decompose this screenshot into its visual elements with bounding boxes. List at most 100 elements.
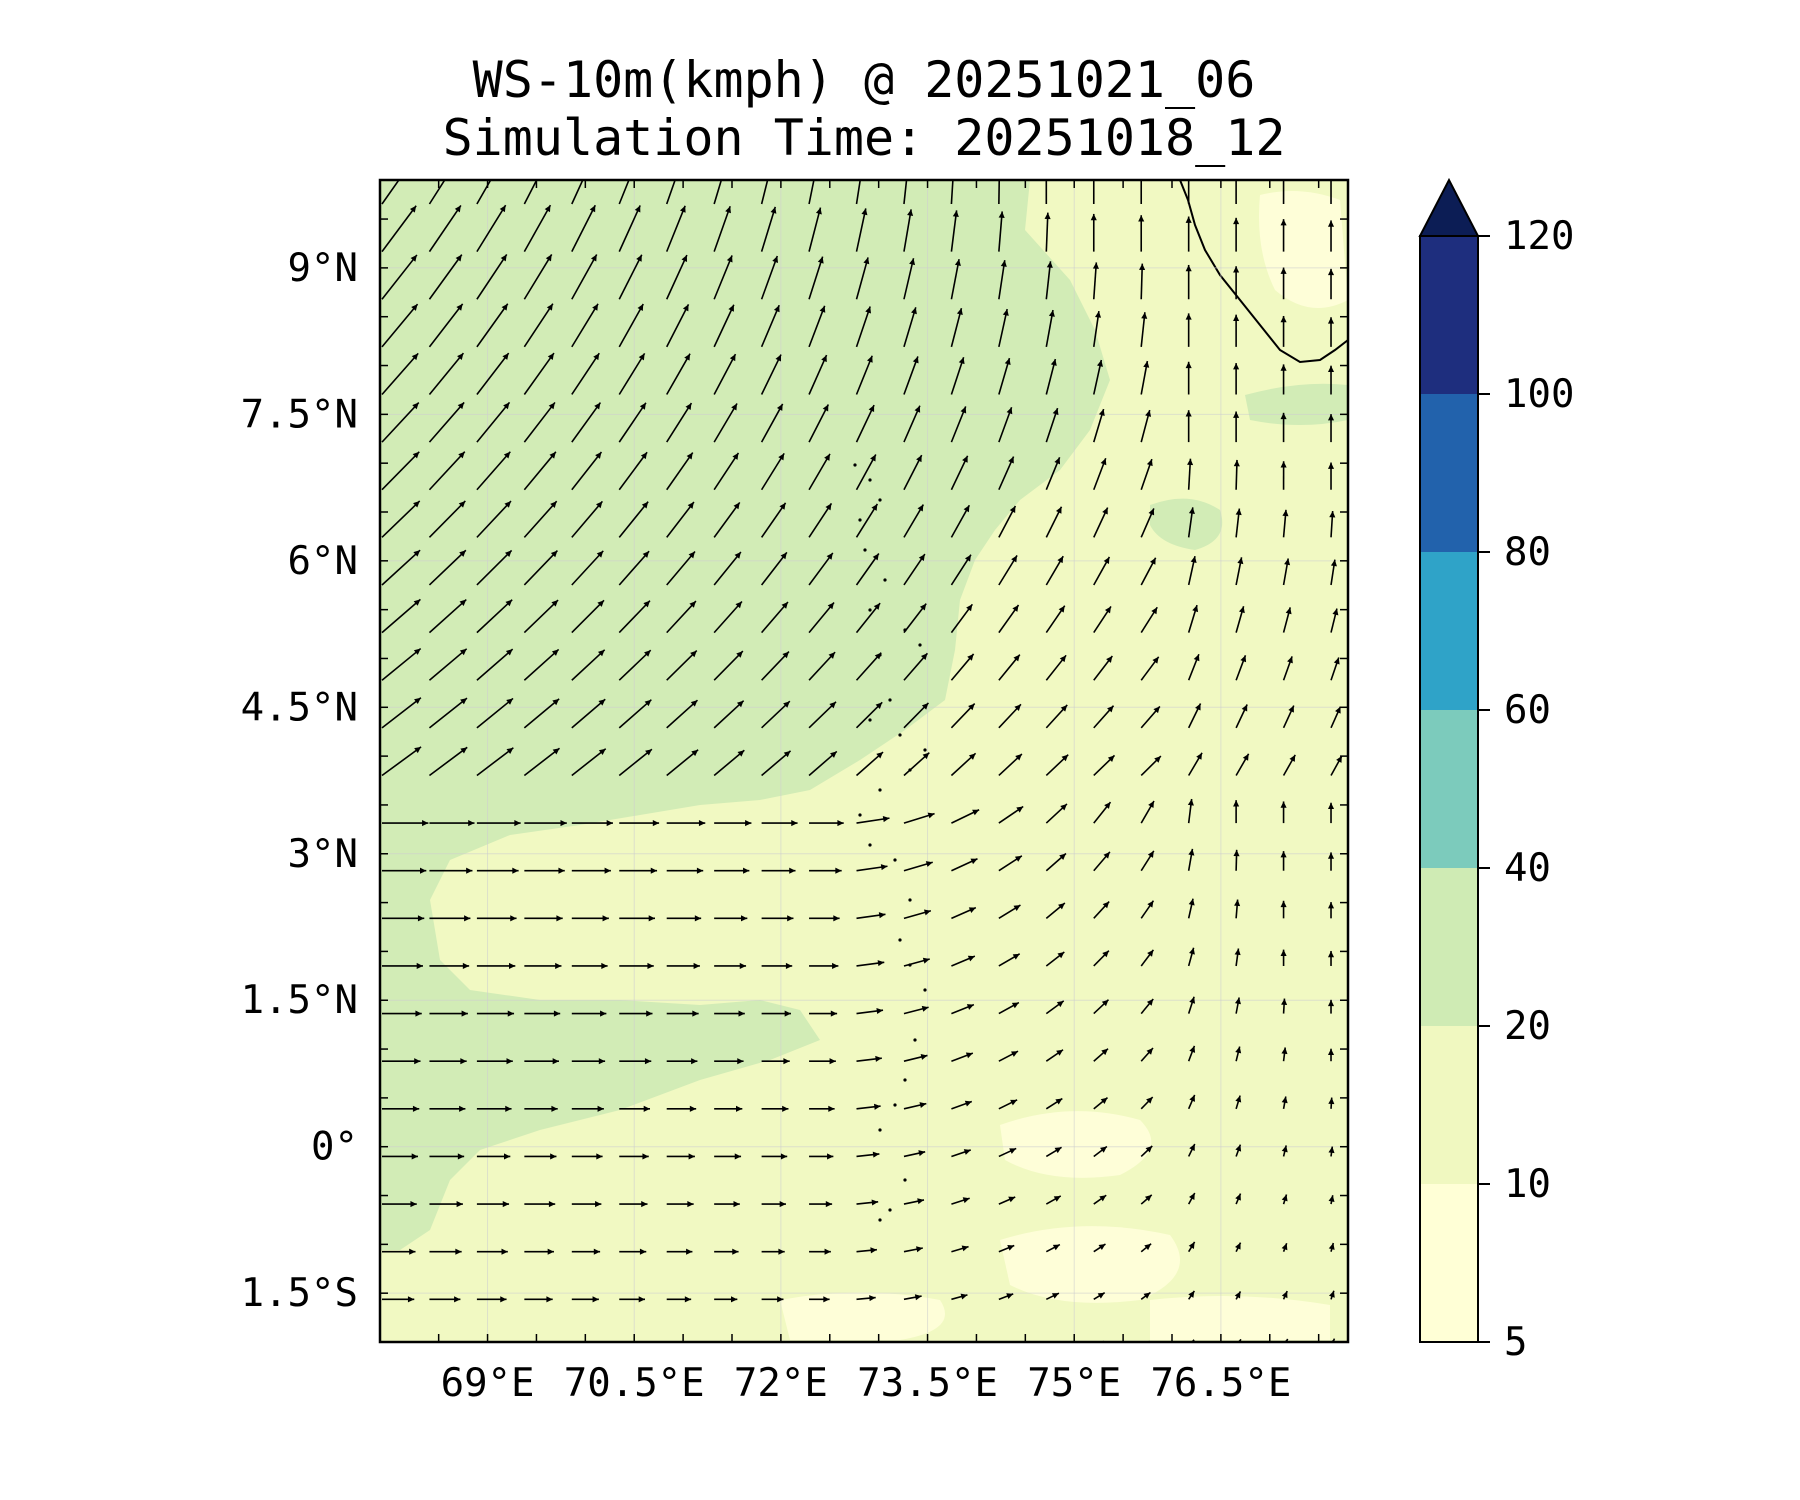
- wind-vector-head: [1241, 704, 1248, 712]
- island-dot: [888, 1208, 892, 1212]
- wind-vector-head: [822, 1344, 828, 1350]
- wind-vector-head: [412, 402, 419, 410]
- wind-vector-head: [907, 209, 914, 217]
- wind-vector-head: [1146, 998, 1154, 1006]
- wind-vector-head: [1015, 753, 1022, 761]
- wind-vector-head: [506, 747, 514, 755]
- wind-vector-head: [597, 1105, 604, 1112]
- wind-vector-head: [1100, 1146, 1107, 1153]
- wind-vector-head: [689, 601, 696, 608]
- wind-vector-head: [1327, 462, 1335, 469]
- wind-vector-head: [779, 502, 786, 510]
- wind-vector-head: [693, 962, 700, 970]
- wind-vector-shaft: [998, 180, 1001, 205]
- wind-vector-head: [1328, 1243, 1335, 1250]
- wind-vector-head: [1281, 1291, 1288, 1299]
- wind-vector-head: [1152, 656, 1159, 664]
- wind-vector-head: [1050, 359, 1057, 366]
- wind-vector-head: [1327, 365, 1335, 372]
- wind-vector-head: [1004, 358, 1011, 366]
- wind-vector-head: [596, 550, 604, 558]
- wind-vector-shaft: [950, 406, 967, 443]
- wind-vector-shaft: [713, 749, 745, 777]
- wind-vector-head: [1280, 461, 1287, 468]
- wind-vector-head: [1327, 902, 1335, 909]
- wind-vector-head: [1233, 849, 1240, 857]
- wind-vector-head: [551, 649, 559, 656]
- wind-vector-head: [1014, 704, 1021, 711]
- wind-vector-head: [1146, 1048, 1154, 1055]
- wind-vector-head: [1056, 1049, 1064, 1056]
- wind-vector-head: [505, 1105, 512, 1112]
- wind-vector-head: [817, 256, 824, 264]
- wind-vector-head: [544, 205, 551, 213]
- wind-vector-head: [780, 552, 787, 560]
- wind-vector-head: [1146, 459, 1153, 467]
- wind-vector-head: [1102, 901, 1110, 909]
- wind-vector-head: [499, 1344, 505, 1350]
- wind-vector-head: [500, 254, 507, 262]
- island-dot: [883, 578, 887, 582]
- wind-vector-head: [457, 402, 465, 410]
- wind-vector-head: [1280, 801, 1287, 808]
- wind-vector-shaft: [523, 180, 538, 205]
- island-dot: [918, 643, 922, 647]
- wind-vector-shaft: [571, 180, 584, 205]
- wind-vector-head: [1103, 851, 1110, 859]
- wind-vector-head: [546, 1296, 553, 1303]
- wind-vector-head: [550, 501, 557, 508]
- wind-speed-fill-5-10-north: [1259, 191, 1348, 308]
- wind-vector-head: [783, 750, 791, 758]
- wind-vector-head: [871, 503, 878, 511]
- wind-vector-head: [1195, 703, 1201, 711]
- wind-vector-shaft: [523, 698, 560, 729]
- wind-vector-shaft: [855, 404, 875, 443]
- wind-vector-head: [870, 454, 876, 462]
- wind-vector-head: [962, 455, 968, 463]
- wind-vector-head: [413, 648, 421, 655]
- wind-vector-shaft: [618, 600, 651, 634]
- wind-speed-fill-20-40-east-patch-2: [1150, 498, 1223, 550]
- wind-vector-head: [679, 205, 686, 213]
- wind-vector-head: [460, 698, 467, 705]
- wind-vector-head: [606, 820, 613, 827]
- wind-vector-shaft: [618, 402, 647, 443]
- wind-vector-head: [694, 915, 702, 922]
- wind-vector-shaft: [761, 750, 792, 777]
- wind-vector-shaft: [476, 451, 511, 491]
- colorbar-tick-label: 100: [1504, 372, 1574, 417]
- wind-vector-head: [687, 502, 694, 509]
- wind-vector-head: [1190, 556, 1197, 563]
- wind-vector-head: [592, 303, 599, 311]
- wind-vector-shaft: [476, 697, 514, 729]
- wind-vector-head: [819, 305, 826, 313]
- wind-vector-shaft: [523, 500, 558, 538]
- wind-vector-head: [789, 867, 796, 874]
- island-dot: [858, 813, 862, 817]
- wind-vector-head: [1013, 905, 1021, 911]
- wind-vector-head: [410, 1201, 417, 1208]
- wind-vector-head: [1143, 361, 1150, 368]
- wind-vector-head: [598, 1058, 606, 1065]
- wind-vector-head: [642, 551, 650, 558]
- wind-vector-head: [636, 254, 642, 262]
- wind-vector-shaft: [571, 698, 606, 729]
- wind-vector-head: [1059, 655, 1067, 663]
- wind-vector-head: [459, 1105, 466, 1112]
- wind-vector-shaft: [381, 352, 419, 396]
- wind-vector-head: [639, 402, 646, 410]
- wind-vector-head: [691, 749, 699, 757]
- wind-vector-head: [1189, 1094, 1195, 1102]
- wind-vector-head: [1057, 951, 1065, 959]
- wind-vector-head: [1148, 800, 1154, 808]
- island-dot: [868, 843, 872, 847]
- wind-vector-head: [1058, 903, 1065, 910]
- wind-vector-head: [1044, 212, 1051, 220]
- wind-vector-shaft: [666, 749, 699, 777]
- wind-vector-head: [596, 1153, 603, 1160]
- wind-vector-head: [647, 962, 654, 970]
- wind-vector-shaft: [855, 355, 873, 395]
- island-dot: [908, 963, 912, 967]
- wind-vector-shaft: [760, 452, 785, 491]
- maldives-island-chain: [853, 463, 927, 1222]
